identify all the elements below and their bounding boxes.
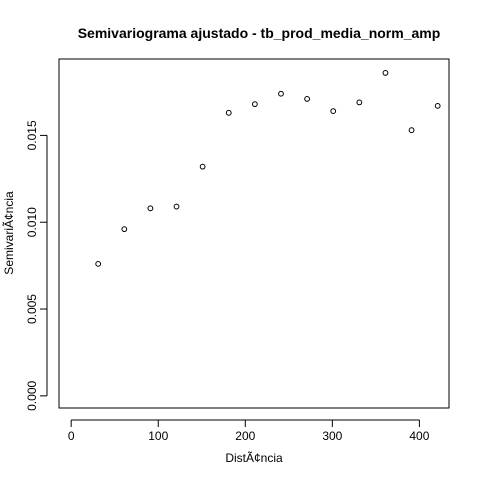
data-point xyxy=(225,109,232,116)
y-axis-label: SemivariÃ¢ncia xyxy=(2,191,16,275)
plot-frame xyxy=(58,58,450,409)
data-point xyxy=(330,108,337,114)
data-point xyxy=(251,101,258,108)
x-tick-label: 0 xyxy=(68,429,75,443)
data-points xyxy=(95,69,441,267)
y-tick-label: 0.015 xyxy=(25,120,39,150)
data-point xyxy=(173,203,180,210)
data-point xyxy=(304,96,311,102)
data-point xyxy=(408,127,415,134)
x-tick-label: 200 xyxy=(235,429,255,443)
chart-title: Semivariograma ajustado - tb_prod_media_… xyxy=(78,25,441,41)
x-tick-label: 300 xyxy=(322,429,342,443)
x-axis-label: DistÃ¢ncia xyxy=(225,451,283,465)
x-tick-label: 100 xyxy=(148,429,168,443)
data-point xyxy=(434,102,441,109)
data-point xyxy=(199,163,206,170)
y-tick-label: 0.005 xyxy=(25,294,39,324)
data-point xyxy=(382,69,389,76)
data-point xyxy=(147,205,154,212)
data-point xyxy=(356,99,363,106)
data-point xyxy=(95,260,102,267)
x-axis: 0 100 200 300 400 xyxy=(68,419,430,443)
y-tick-label: 0.010 xyxy=(25,207,39,237)
data-point xyxy=(121,226,128,233)
y-axis: 0.000 0.005 0.010 0.015 xyxy=(25,120,48,411)
data-point xyxy=(278,90,284,97)
x-tick-label: 400 xyxy=(409,429,429,443)
y-tick-label: 0.000 xyxy=(25,381,39,411)
